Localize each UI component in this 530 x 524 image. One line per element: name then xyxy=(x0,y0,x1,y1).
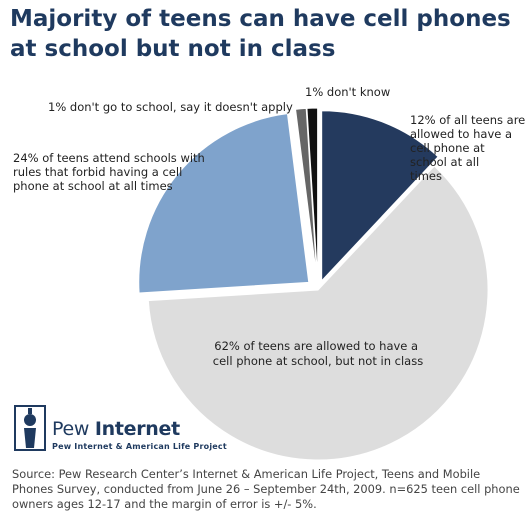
logo-subtitle: Pew Internet & American Life Project xyxy=(52,442,227,451)
slice-allowed-all-times xyxy=(321,110,439,282)
slice-dont-know xyxy=(306,107,319,279)
label-forbid-at-school: 24% of teens attend schools with rules t… xyxy=(13,151,209,193)
label-allowed-all-times: 12% of all teens are allowed to have a c… xyxy=(410,113,529,183)
logo-name: Pew Internet xyxy=(52,418,180,440)
logo-name-regular: Pew xyxy=(52,418,90,440)
slice-dont-go-to-school xyxy=(295,107,318,279)
label-dont-go-to-school: 1% don't go to school, say it doesn't ap… xyxy=(48,100,293,114)
label-allowed-not-in-class: 62% of teens are allowed to have a cell … xyxy=(213,339,423,368)
logo-name-bold: Internet xyxy=(94,418,180,440)
label-dont-know: 1% don't know xyxy=(305,85,390,99)
slice-forbid-at-school xyxy=(138,113,310,294)
chart-title: Majority of teens can have cell phones a… xyxy=(10,6,511,62)
slice-allowed-not-in-class xyxy=(147,165,489,461)
source-note: Source: Pew Research Center’s Internet &… xyxy=(12,467,520,511)
pie-slices xyxy=(138,107,489,461)
pew-logo-icon xyxy=(14,405,46,451)
